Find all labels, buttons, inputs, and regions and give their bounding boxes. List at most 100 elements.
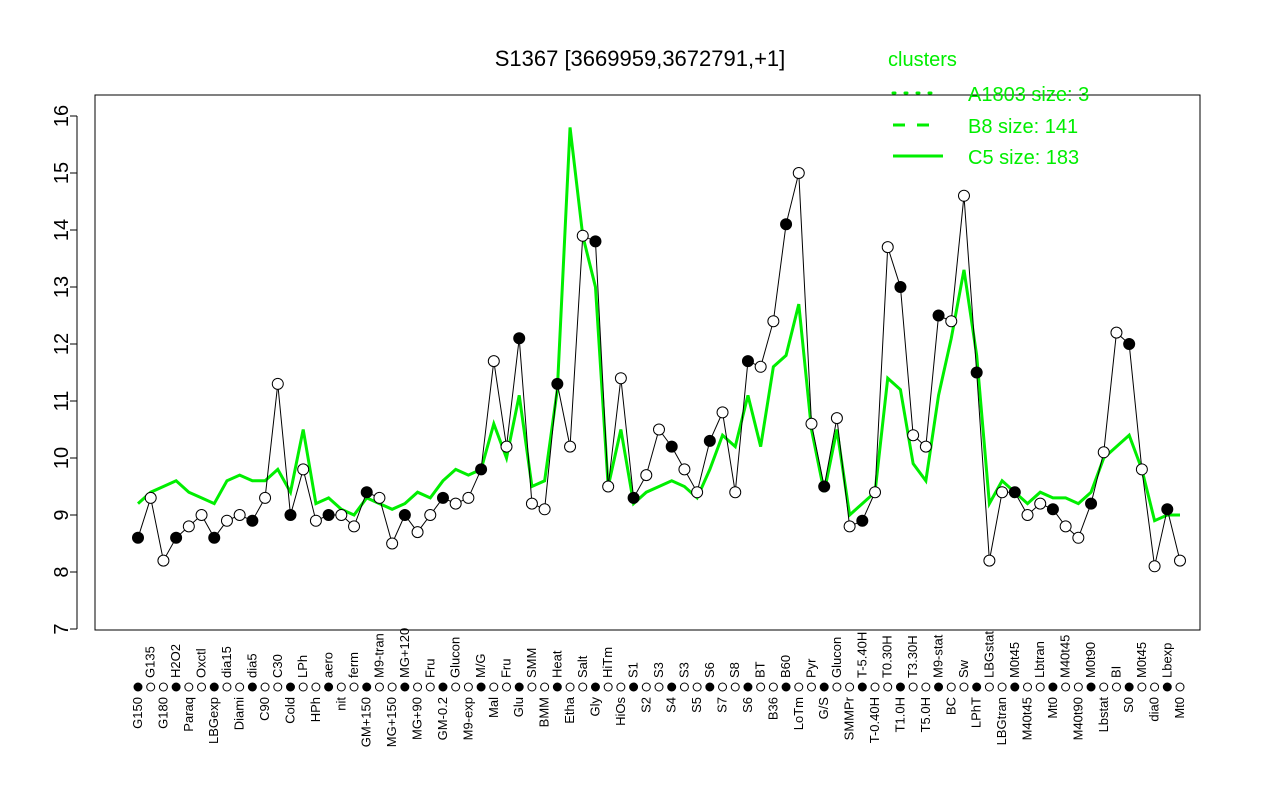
data-point xyxy=(957,189,970,202)
x-rug-point xyxy=(1035,682,1045,692)
x-rug-point xyxy=(476,682,486,692)
data-point xyxy=(640,469,653,482)
x-rug-point xyxy=(641,682,651,692)
data-point xyxy=(576,229,589,242)
data-point xyxy=(220,514,233,527)
x-rug-point xyxy=(311,682,321,692)
data-point xyxy=(843,520,856,533)
x-tick-label: S2 xyxy=(638,697,653,713)
y-tick-label: 12 xyxy=(51,333,73,355)
x-rug-point xyxy=(171,682,181,692)
x-rug-point xyxy=(565,682,575,692)
data-point xyxy=(1097,446,1110,459)
data-point xyxy=(665,440,678,453)
data-point xyxy=(462,491,475,504)
data-point xyxy=(894,281,907,293)
x-tick-label: LBGtran xyxy=(994,697,1009,745)
x-rug-point xyxy=(857,682,867,692)
x-tick-label: Mt0 xyxy=(1045,697,1060,719)
x-tick-label: M0t90 xyxy=(1083,642,1098,678)
data-point xyxy=(945,315,958,328)
y-tick-label: 7 xyxy=(51,623,73,634)
data-point xyxy=(691,486,704,499)
x-tick-label: Fru xyxy=(499,659,514,679)
x-tick-label: Lbtran xyxy=(1032,641,1047,678)
x-tick-label: G/S xyxy=(816,697,831,720)
x-rug-point xyxy=(629,682,639,692)
x-rug-point xyxy=(806,682,816,692)
x-rug-point xyxy=(946,682,956,692)
x-tick-label: Sw xyxy=(956,659,971,678)
x-axis-labels: G150 G135 G180 H2O2 Paraq Oxctl LBGexp dia15 Dia… xyxy=(130,628,1187,747)
plot-frame xyxy=(94,94,1201,631)
x-tick-label: MG+150 xyxy=(384,697,399,747)
x-tick-label: Glucon xyxy=(448,637,463,678)
x-rug-point xyxy=(1048,682,1058,692)
x-tick-label: S8 xyxy=(727,662,742,678)
data-point xyxy=(830,412,843,425)
legend: clusters A1803 size: 3 B8 size: 141 C5 s… xyxy=(888,49,1089,169)
data-point xyxy=(932,309,945,322)
x-tick-label: Cold xyxy=(282,697,297,724)
data-point xyxy=(983,554,996,567)
data-point xyxy=(525,497,538,510)
x-rug-point xyxy=(133,682,143,692)
x-rug-point xyxy=(1137,682,1147,692)
x-rug-point xyxy=(1162,682,1172,692)
x-rug-point xyxy=(1010,682,1020,692)
data-point xyxy=(398,509,411,521)
x-tick-label: MG+120 xyxy=(397,628,412,678)
x-rug-point xyxy=(718,682,728,692)
x-rug-point xyxy=(1111,682,1121,692)
x-rug-point xyxy=(324,682,334,692)
x-tick-label: aero xyxy=(321,652,336,678)
x-rug-point xyxy=(934,682,944,692)
data-point xyxy=(970,366,983,379)
data-point xyxy=(881,241,894,254)
x-rug-point xyxy=(921,682,931,692)
data-point xyxy=(348,520,361,533)
data-point xyxy=(703,434,716,447)
data-point xyxy=(818,480,831,493)
data-point xyxy=(602,480,615,493)
x-rug-point xyxy=(616,682,626,692)
x-rug-point xyxy=(743,682,753,692)
x-rug-point xyxy=(1023,682,1033,692)
data-point xyxy=(1085,497,1098,510)
x-rug-point xyxy=(336,682,346,692)
data-point xyxy=(551,377,564,390)
cluster-c5-line xyxy=(136,127,1180,523)
x-rug-point xyxy=(540,682,550,692)
y-axis: 7 8 9 10 11 12 13 14 15 16 xyxy=(51,105,78,635)
x-rug-point xyxy=(184,682,194,692)
x-tick-label: Mt0 xyxy=(1172,697,1187,719)
x-tick-label: HPh xyxy=(308,697,323,722)
x-tick-label: nit xyxy=(333,697,348,711)
data-point xyxy=(1072,531,1085,544)
x-rug-point xyxy=(247,682,257,692)
data-point xyxy=(538,503,551,516)
x-tick-label: M0t45 xyxy=(1007,642,1022,678)
x-tick-label: S6 xyxy=(740,697,755,713)
data-point xyxy=(487,355,500,368)
x-rug-point xyxy=(552,682,562,692)
data-point xyxy=(1174,554,1186,567)
data-point xyxy=(322,509,335,521)
data-point xyxy=(513,332,526,345)
x-tick-label: Lbstat xyxy=(1096,697,1111,733)
data-point xyxy=(246,514,259,527)
x-rug-point xyxy=(425,682,435,692)
x-tick-label: Paraq xyxy=(181,697,196,732)
x-rug-point xyxy=(527,682,537,692)
x-rug-point xyxy=(679,682,689,692)
x-rug-point xyxy=(222,682,232,692)
data-point xyxy=(309,514,322,527)
x-rug-point xyxy=(883,682,893,692)
data-point xyxy=(741,355,754,368)
data-point xyxy=(653,423,665,436)
x-tick-label: B36 xyxy=(765,697,780,720)
x-rug-point xyxy=(705,682,715,692)
data-point xyxy=(589,235,602,248)
data-point xyxy=(919,440,932,453)
x-tick-label: Glu xyxy=(511,697,526,717)
